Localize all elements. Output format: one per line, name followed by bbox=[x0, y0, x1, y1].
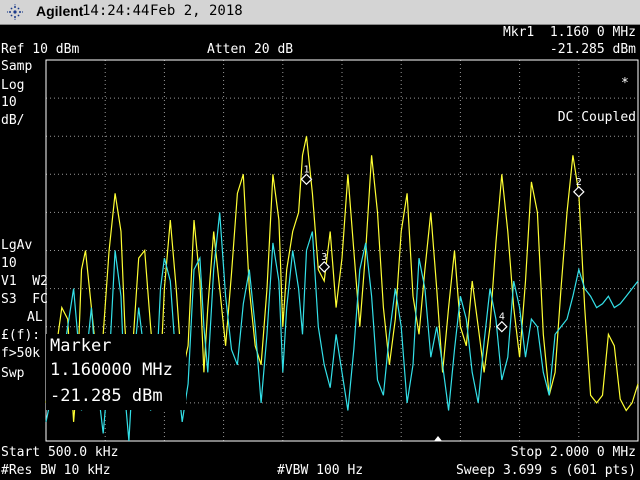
trace-1-line bbox=[45, 136, 639, 422]
resolution-bandwidth: #Res BW 10 kHz bbox=[1, 463, 111, 478]
clock-date: Feb 2, 2018 bbox=[150, 3, 243, 19]
marker-readout-amplitude: -21.285 dBm bbox=[549, 42, 636, 57]
marker-1-label: 1 bbox=[303, 164, 309, 175]
brand-name: Agilent bbox=[36, 3, 84, 19]
title-bar: Agilent 14:24:44 Feb 2, 2018 bbox=[0, 0, 640, 25]
scale-value: 10 bbox=[1, 95, 17, 110]
video-bandwidth: #VBW 100 Hz bbox=[277, 463, 364, 478]
start-frequency: Start 500.0 kHz bbox=[1, 445, 119, 460]
marker-box-amplitude: -21.285 dBm bbox=[50, 386, 163, 406]
trace-v1-w2: V1 W2 bbox=[1, 274, 48, 289]
frequency-tick-marker bbox=[434, 436, 442, 441]
attenuation: Atten 20 dB bbox=[207, 42, 294, 57]
sweep-time: Sweep 3.699 s (601 pts) bbox=[455, 463, 636, 478]
average-type: LgAv bbox=[1, 238, 33, 253]
graticule-border bbox=[45, 59, 639, 442]
agilent-logo-icon bbox=[6, 4, 24, 20]
marker-box-frequency: 1.160000 MHz bbox=[50, 360, 173, 380]
asterisk-indicator: * bbox=[621, 76, 629, 91]
trace-2-line bbox=[45, 212, 639, 442]
marker-3-diamond bbox=[318, 261, 331, 273]
clock-time: 14:24:44 bbox=[82, 3, 150, 19]
average-count: 10 bbox=[1, 256, 17, 271]
stop-frequency: Stop 2.000 0 MHz bbox=[510, 445, 636, 460]
marker-4-label: 4 bbox=[499, 312, 505, 323]
trace-s3-fc: S3 FC bbox=[1, 292, 48, 307]
reference-level: Ref 10 dBm bbox=[1, 42, 80, 57]
trace-al: AL bbox=[27, 310, 43, 325]
marker-4-diamond bbox=[495, 320, 508, 333]
marker-2-label: 2 bbox=[576, 177, 582, 188]
marker-2-diamond bbox=[572, 185, 585, 198]
marker-1-diamond bbox=[300, 173, 313, 186]
scale-type: Log bbox=[1, 78, 25, 93]
marker-box-title: Marker bbox=[50, 336, 112, 356]
scale-unit: dB/ bbox=[1, 113, 25, 128]
correction-f50k: f>50k bbox=[1, 346, 41, 361]
marker-readout-box: Marker 1.160000 MHz -21.285 dBm bbox=[46, 334, 186, 410]
sweep-label: Swp bbox=[1, 366, 25, 381]
dc-coupled-indicator: DC Coupled bbox=[557, 110, 636, 125]
detector-samp: Samp bbox=[1, 59, 33, 74]
marker-3-label: 3 bbox=[321, 252, 327, 263]
marker-readout-frequency: Mkr1 1.160 0 MHz bbox=[502, 25, 636, 40]
correction-ef: £(f): bbox=[1, 328, 41, 343]
